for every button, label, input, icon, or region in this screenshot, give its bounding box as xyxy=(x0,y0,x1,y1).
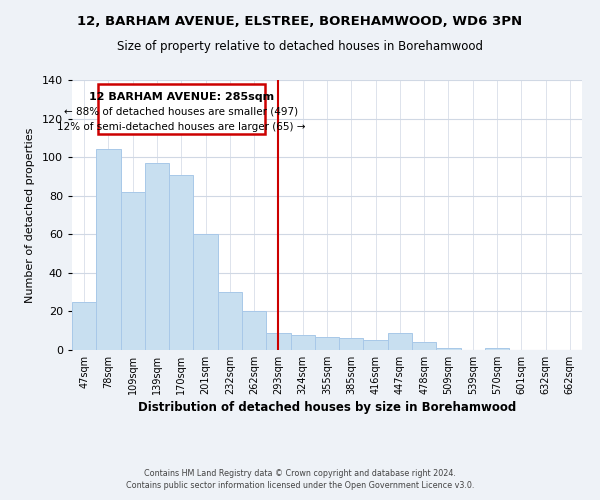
Bar xyxy=(72,302,96,350)
Bar xyxy=(193,234,218,350)
Bar xyxy=(315,336,339,350)
Bar xyxy=(169,174,193,350)
Text: Size of property relative to detached houses in Borehamwood: Size of property relative to detached ho… xyxy=(117,40,483,53)
X-axis label: Distribution of detached houses by size in Borehamwood: Distribution of detached houses by size … xyxy=(138,401,516,414)
Text: 12 BARHAM AVENUE: 285sqm: 12 BARHAM AVENUE: 285sqm xyxy=(89,92,274,102)
Bar xyxy=(242,312,266,350)
Bar xyxy=(96,150,121,350)
Bar xyxy=(339,338,364,350)
Bar xyxy=(436,348,461,350)
Bar xyxy=(412,342,436,350)
Bar xyxy=(485,348,509,350)
Text: 12% of semi-detached houses are larger (65) →: 12% of semi-detached houses are larger (… xyxy=(57,122,305,132)
Text: Contains public sector information licensed under the Open Government Licence v3: Contains public sector information licen… xyxy=(126,481,474,490)
FancyBboxPatch shape xyxy=(97,84,265,134)
Bar xyxy=(218,292,242,350)
Bar xyxy=(121,192,145,350)
Bar xyxy=(290,334,315,350)
Text: Contains HM Land Registry data © Crown copyright and database right 2024.: Contains HM Land Registry data © Crown c… xyxy=(144,468,456,477)
Text: ← 88% of detached houses are smaller (497): ← 88% of detached houses are smaller (49… xyxy=(64,107,298,117)
Bar xyxy=(364,340,388,350)
Y-axis label: Number of detached properties: Number of detached properties xyxy=(25,128,35,302)
Text: 12, BARHAM AVENUE, ELSTREE, BOREHAMWOOD, WD6 3PN: 12, BARHAM AVENUE, ELSTREE, BOREHAMWOOD,… xyxy=(77,15,523,28)
Bar xyxy=(388,332,412,350)
Bar xyxy=(266,332,290,350)
Bar xyxy=(145,163,169,350)
